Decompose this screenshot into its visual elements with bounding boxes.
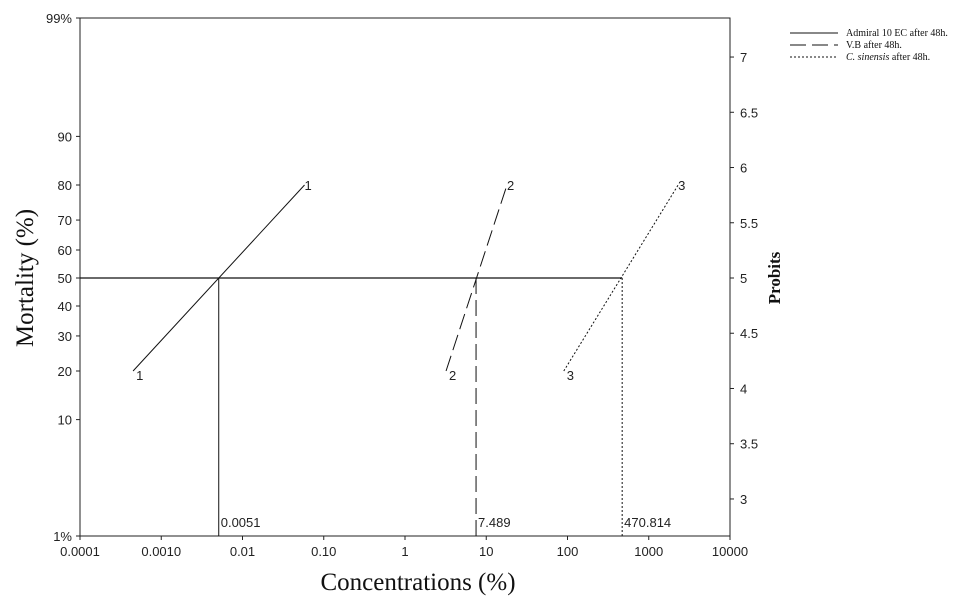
legend-entry-2: V.B after 48h. bbox=[846, 40, 902, 51]
y-tick-label: 90 bbox=[58, 129, 72, 144]
y-tick-label: 60 bbox=[58, 243, 72, 258]
probit-tick-label: 6 bbox=[740, 161, 747, 176]
y-axis-title: Mortality (%) bbox=[12, 209, 39, 347]
series-start-marker-label: 3 bbox=[567, 368, 574, 383]
x-tick-label: 1000 bbox=[634, 544, 663, 559]
legend: Admiral 10 EC after 48h.V.B after 48h.C.… bbox=[790, 28, 948, 63]
y-tick-label: 20 bbox=[58, 364, 72, 379]
x-tick-label: 10 bbox=[479, 544, 493, 559]
probit-tick-label: 6.5 bbox=[740, 105, 758, 120]
x-tick-label: 0.01 bbox=[230, 544, 255, 559]
lc50-value-label: 470.814 bbox=[624, 515, 671, 530]
probit-tick-label: 7 bbox=[740, 50, 747, 65]
plot-frame bbox=[79, 17, 731, 537]
legend-entry-text: V.B after 48h. bbox=[846, 40, 902, 51]
y-tick-label: 80 bbox=[58, 178, 72, 193]
y-tick-label: 1% bbox=[53, 529, 72, 544]
series-end-marker-label: 2 bbox=[507, 178, 514, 193]
x-tick-label: 0.0001 bbox=[60, 544, 100, 559]
probit-axis-ticks: 3 3.5 4 4.5 5 5.5 6 6.5 7 bbox=[730, 50, 758, 507]
series-line-3 bbox=[563, 184, 679, 372]
legend-entry-text: Admiral 10 EC after 48h. bbox=[846, 28, 948, 39]
y-tick-label: 50 bbox=[58, 271, 72, 286]
annotations: 0.0051 1 1 7.489 2 2 470.814 3 3 bbox=[136, 178, 685, 530]
legend-entry-suffix: after 48h. bbox=[889, 52, 930, 63]
lc50-value-label: 0.0051 bbox=[221, 515, 261, 530]
y-tick-label: 99% bbox=[46, 11, 72, 26]
y-tick-label: 30 bbox=[58, 329, 72, 344]
y-axis-ticks: 1% 10 20 30 40 50 60 70 80 90 99% bbox=[46, 11, 80, 544]
probit-tick-label: 3 bbox=[740, 492, 747, 507]
x-tick-label: 0.0010 bbox=[141, 544, 181, 559]
probit-tick-label: 3.5 bbox=[740, 437, 758, 452]
y-tick-label: 10 bbox=[58, 413, 72, 428]
series-start-marker-label: 2 bbox=[449, 368, 456, 383]
y-tick-label: 70 bbox=[58, 213, 72, 228]
series-end-marker-label: 1 bbox=[305, 178, 312, 193]
lc50-value-label: 7.489 bbox=[478, 515, 511, 530]
x-tick-label: 100 bbox=[557, 544, 579, 559]
legend-entry-1: Admiral 10 EC after 48h. bbox=[846, 28, 948, 39]
x-tick-label: 10000 bbox=[712, 544, 748, 559]
probit-axis-title: Probits bbox=[765, 251, 784, 304]
x-axis-title: Concentrations (%) bbox=[320, 569, 515, 596]
probit-tick-label: 4 bbox=[740, 381, 747, 396]
x-tick-label: 0.10 bbox=[311, 544, 336, 559]
legend-species-name: C. sinensis bbox=[846, 52, 889, 63]
series-end-marker-label: 3 bbox=[678, 178, 685, 193]
series-start-marker-label: 1 bbox=[136, 368, 143, 383]
series-lines bbox=[132, 184, 679, 536]
x-tick-label: 1 bbox=[401, 544, 408, 559]
x-axis-ticks: 0.0001 0.0010 0.01 0.10 1 10 100 1000 10000 bbox=[60, 536, 748, 559]
y-tick-label: 40 bbox=[58, 299, 72, 314]
probit-tick-label: 5 bbox=[740, 271, 747, 286]
legend-entry-3: C. sinensis after 48h. bbox=[846, 52, 930, 63]
probit-tick-label: 4.5 bbox=[740, 326, 758, 341]
probit-tick-label: 5.5 bbox=[740, 216, 758, 231]
